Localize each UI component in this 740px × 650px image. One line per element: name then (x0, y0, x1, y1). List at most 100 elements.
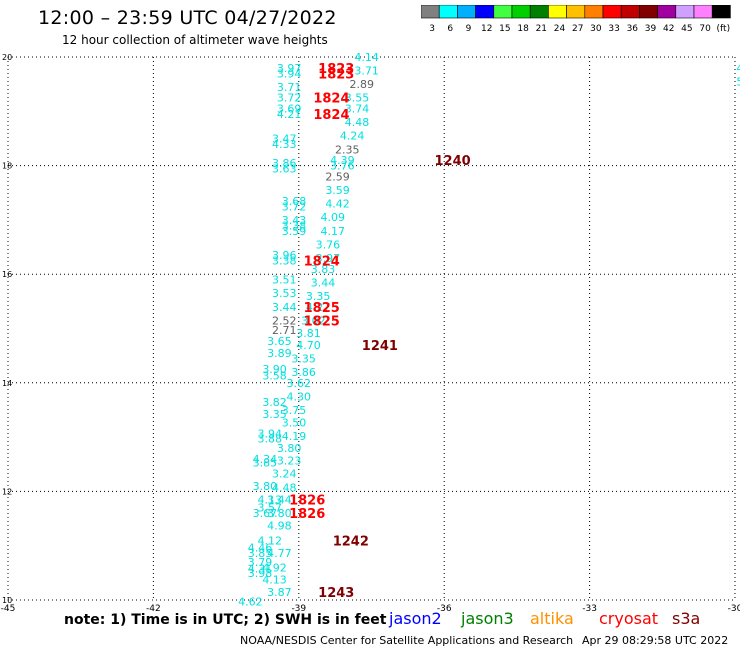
wave-height-value: 4.09 (320, 211, 345, 224)
y-tick-label: 10 (2, 596, 12, 605)
color-scale-label: 70 (699, 24, 711, 34)
wave-height-value: 3.79 (248, 556, 273, 569)
credit-line: NOAA/NESDIS Center for Satellite Applica… (240, 634, 574, 647)
wave-height-value: 2.59 (325, 170, 350, 183)
wave-height-value: 3.38 (282, 219, 307, 232)
pass-time-label: 1240 (435, 154, 471, 169)
wave-height-value: 4.30 (287, 390, 312, 403)
color-scale-label: 12 (481, 24, 492, 34)
wave-height-value: 4.24 (340, 130, 365, 143)
satellite-legend-jason2: jason2 (389, 609, 442, 628)
wave-height-value: 3.38 (272, 255, 297, 268)
color-scale-label: 6 (447, 24, 453, 34)
wave-height-value: 4.14 (354, 51, 379, 64)
x-tick-label: -30 (728, 604, 740, 614)
wave-height-value: 3.82 (262, 396, 287, 409)
pass-time-label: 1824 (313, 108, 349, 123)
wave-height-value: 4.12 (257, 534, 282, 547)
pass-time-label: 1826 (289, 507, 325, 522)
color-scale-label: 18 (517, 24, 529, 34)
y-tick-label: 12 (2, 487, 12, 496)
wave-height-value: 3.65 (267, 335, 292, 348)
color-scale-label: 24 (554, 24, 566, 34)
color-scale-label: 9 (466, 24, 472, 34)
wave-height-value: 3.71 (277, 81, 302, 94)
y-tick-label: 16 (2, 270, 12, 279)
wave-height-value: 3.83 (311, 263, 336, 276)
wave-height-value: 4.39 (330, 154, 355, 167)
wave-height-value: 3.90 (262, 363, 287, 376)
wave-height-value: 3.35 (291, 352, 316, 365)
wave-height-value: 2.71 (272, 324, 297, 337)
wave-height-value: 3.63 (272, 162, 297, 175)
wave-height-value: 3.24 (272, 467, 297, 480)
wave-height-value: 3.44 (272, 301, 297, 314)
wave-height-value: 3.96 (272, 249, 297, 262)
wave-height-value: 3.68 (282, 195, 307, 208)
wave-height-value: 3.88 (257, 433, 282, 446)
wave-height-value: 3.81 (296, 327, 321, 340)
wave-height-value: 3.59 (282, 225, 307, 238)
wave-height-value: 3.75 (282, 404, 307, 417)
wave-height-value: 3.53 (272, 287, 297, 300)
wave-height-value: 2.89 (350, 78, 375, 91)
wave-height-value: 4.77 (267, 547, 292, 560)
wave-height-value: 4.17 (320, 225, 345, 238)
wave-height-value: 3.76 (330, 160, 355, 173)
color-scale-label: 15 (499, 24, 510, 34)
wave-height-value: 4.42 (325, 198, 350, 211)
color-scale-label: 42 (663, 24, 674, 34)
satellite-legend-cryosat: cryosat (599, 609, 659, 628)
wave-height-value: 4.46 (248, 541, 273, 554)
wave-height-value: 3.72 (277, 92, 302, 105)
wave-height-value: 5 (736, 75, 740, 88)
wave-height-value: 3.57 (257, 502, 282, 515)
wave-height-value: 4.92 (262, 561, 287, 574)
timestamp: Apr 29 08:29:58 UTC 2022 (582, 634, 729, 647)
wave-height-value: 4.27 (306, 301, 331, 314)
color-scale-label: 45 (681, 24, 692, 34)
map-title: 12:00 – 23:59 UTC 04/27/2022 (38, 7, 337, 29)
wave-height-value: 3.35 (306, 290, 331, 303)
wave-height-value: 3.43 (282, 214, 307, 227)
pass-time-label: 1823 (318, 67, 354, 82)
wave-height-value: 3.87 (267, 586, 292, 599)
wave-height-value: 2.52 (272, 314, 297, 327)
wave-height-value: 3.71 (354, 65, 379, 78)
wave-height-value: 3.98 (248, 567, 273, 580)
wave-height-value: 3.80 (267, 507, 292, 520)
wave-height-value: 4.62 (238, 596, 263, 609)
color-scale-label: 36 (627, 24, 639, 34)
wave-height-value: 3.50 (282, 416, 307, 429)
wave-height-value: 3.67 (253, 507, 278, 520)
color-scale-label: 30 (590, 24, 602, 34)
wave-height-value: 3.51 (272, 274, 297, 287)
pass-time-label: 1825 (304, 314, 340, 329)
wave-height-value: 3.97 (277, 62, 302, 75)
wave-height-value: 3.80 (277, 442, 302, 455)
wave-height-value: 4.48 (345, 116, 370, 129)
x-tick-label: -39 (291, 604, 306, 614)
wave-height-value: 4.13 (257, 494, 282, 507)
wave-height-value: 3.47 (272, 132, 297, 145)
wave-height-value: 3.89 (267, 347, 292, 360)
wave-height-value: 3.97 (316, 252, 341, 265)
pass-time-label: 1243 (318, 586, 354, 601)
color-scale-label: 39 (645, 24, 657, 34)
wave-height-value: 3.94 (257, 427, 282, 440)
wave-height-value: 4.31 (248, 563, 273, 576)
wave-height-value: 4.70 (296, 339, 321, 352)
wave-height-value: 4.98 (267, 520, 292, 533)
color-scale-label: (ft) (717, 24, 731, 34)
wave-height-value: 3.85 (253, 457, 278, 470)
y-tick-label: 14 (2, 379, 12, 388)
wave-height-value: 4.33 (272, 138, 297, 151)
wave-height-value: 2.35 (335, 143, 360, 156)
pass-time-label: 1824 (304, 255, 340, 270)
color-scale-legend: 3 6 9 12 15 18 21 24 27 30 33 36 39 42 45 70 (ft) (421, 5, 731, 34)
footer-note: note: 1) Time is in UTC; 2) SWH is in fe… (64, 612, 387, 628)
wave-height-value: 3.72 (282, 200, 307, 213)
wave-height-value: 3.74 (345, 103, 370, 116)
